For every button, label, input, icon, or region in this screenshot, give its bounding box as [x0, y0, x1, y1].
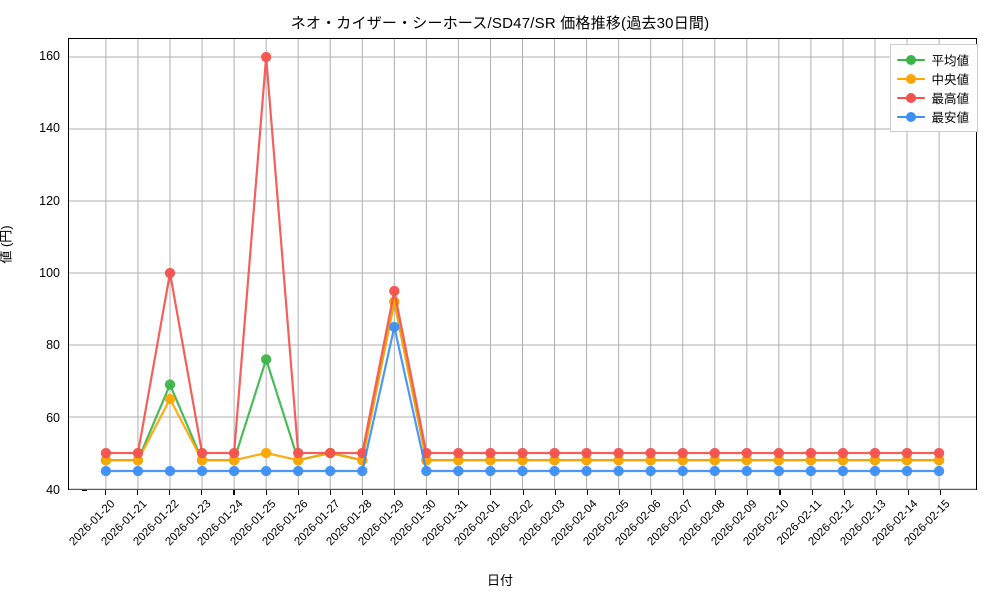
x-tick-mark [907, 490, 909, 495]
x-tick-label: 2026-01-20 [67, 498, 118, 549]
legend-item-0[interactable]: 平均値 [897, 50, 969, 69]
x-tick-mark [233, 490, 235, 495]
x-tick-mark [201, 490, 203, 495]
series-3 [100, 321, 945, 477]
x-tick-mark [843, 490, 845, 495]
legend-swatch-icon [897, 73, 926, 85]
chart-title: ネオ・カイザー・シーホース/SD47/SR 価格推移(過去30日間) [290, 15, 710, 32]
x-tick-mark [137, 490, 139, 495]
y-tick-label: 100 [39, 266, 60, 281]
x-tick-mark [105, 490, 107, 495]
y-tick-labels: 40 60 80 100 120 140 160 [20, 38, 87, 497]
legend-label: 平均値 [931, 54, 969, 68]
y-tick-mark [82, 490, 87, 492]
legend-swatch-icon [897, 111, 926, 123]
y-tick-label: 160 [39, 49, 60, 64]
x-tick-mark [650, 490, 653, 495]
x-tick-mark [683, 490, 685, 495]
series-0 [100, 296, 945, 466]
x-tick-mark [940, 490, 942, 495]
series-2 [100, 51, 945, 459]
x-tick-mark [779, 490, 781, 495]
x-tick-mark [811, 490, 813, 495]
x-tick-mark [426, 490, 428, 495]
y-tick-label: 40 [46, 483, 60, 497]
chart-legend: 平均値中央値最高値最安値 [890, 44, 978, 132]
x-tick-mark [329, 490, 331, 495]
x-tick-mark [522, 490, 524, 495]
plot-area [68, 38, 977, 490]
x-tick-marks [68, 490, 977, 500]
x-tick-mark [297, 490, 299, 495]
legend-item-2[interactable]: 最高値 [897, 88, 969, 107]
legend-label: 中央値 [931, 73, 969, 87]
x-axis-label: 日付 [486, 573, 513, 588]
legend-swatch-icon [897, 54, 926, 66]
x-tick-mark [458, 490, 460, 495]
data-series-layer [100, 51, 945, 477]
legend-item-1[interactable]: 中央値 [897, 69, 969, 88]
x-tick-mark [265, 490, 267, 495]
x-tick-mark [715, 490, 717, 495]
series-1 [100, 296, 945, 466]
x-tick-mark [875, 490, 877, 495]
x-tick-mark [618, 490, 620, 495]
x-tick-mark [747, 490, 749, 495]
x-tick-mark [169, 490, 171, 495]
x-tick-mark [394, 490, 396, 495]
grid-lines [69, 39, 976, 490]
x-tick-mark [586, 490, 588, 495]
y-tick-label: 80 [46, 338, 60, 353]
y-tick-label: 140 [39, 121, 60, 136]
x-tick-mark [490, 490, 492, 495]
legend-swatch-icon [897, 92, 926, 104]
x-tick-mark [361, 490, 364, 495]
y-axis-label: 値 (円) [0, 225, 14, 264]
legend-label: 最高値 [931, 92, 969, 106]
x-tick-mark [554, 490, 556, 495]
y-tick-label: 60 [46, 410, 60, 425]
legend-item-3[interactable]: 最安値 [897, 107, 969, 126]
legend-label: 最安値 [931, 111, 969, 125]
y-tick-label: 120 [39, 193, 60, 208]
